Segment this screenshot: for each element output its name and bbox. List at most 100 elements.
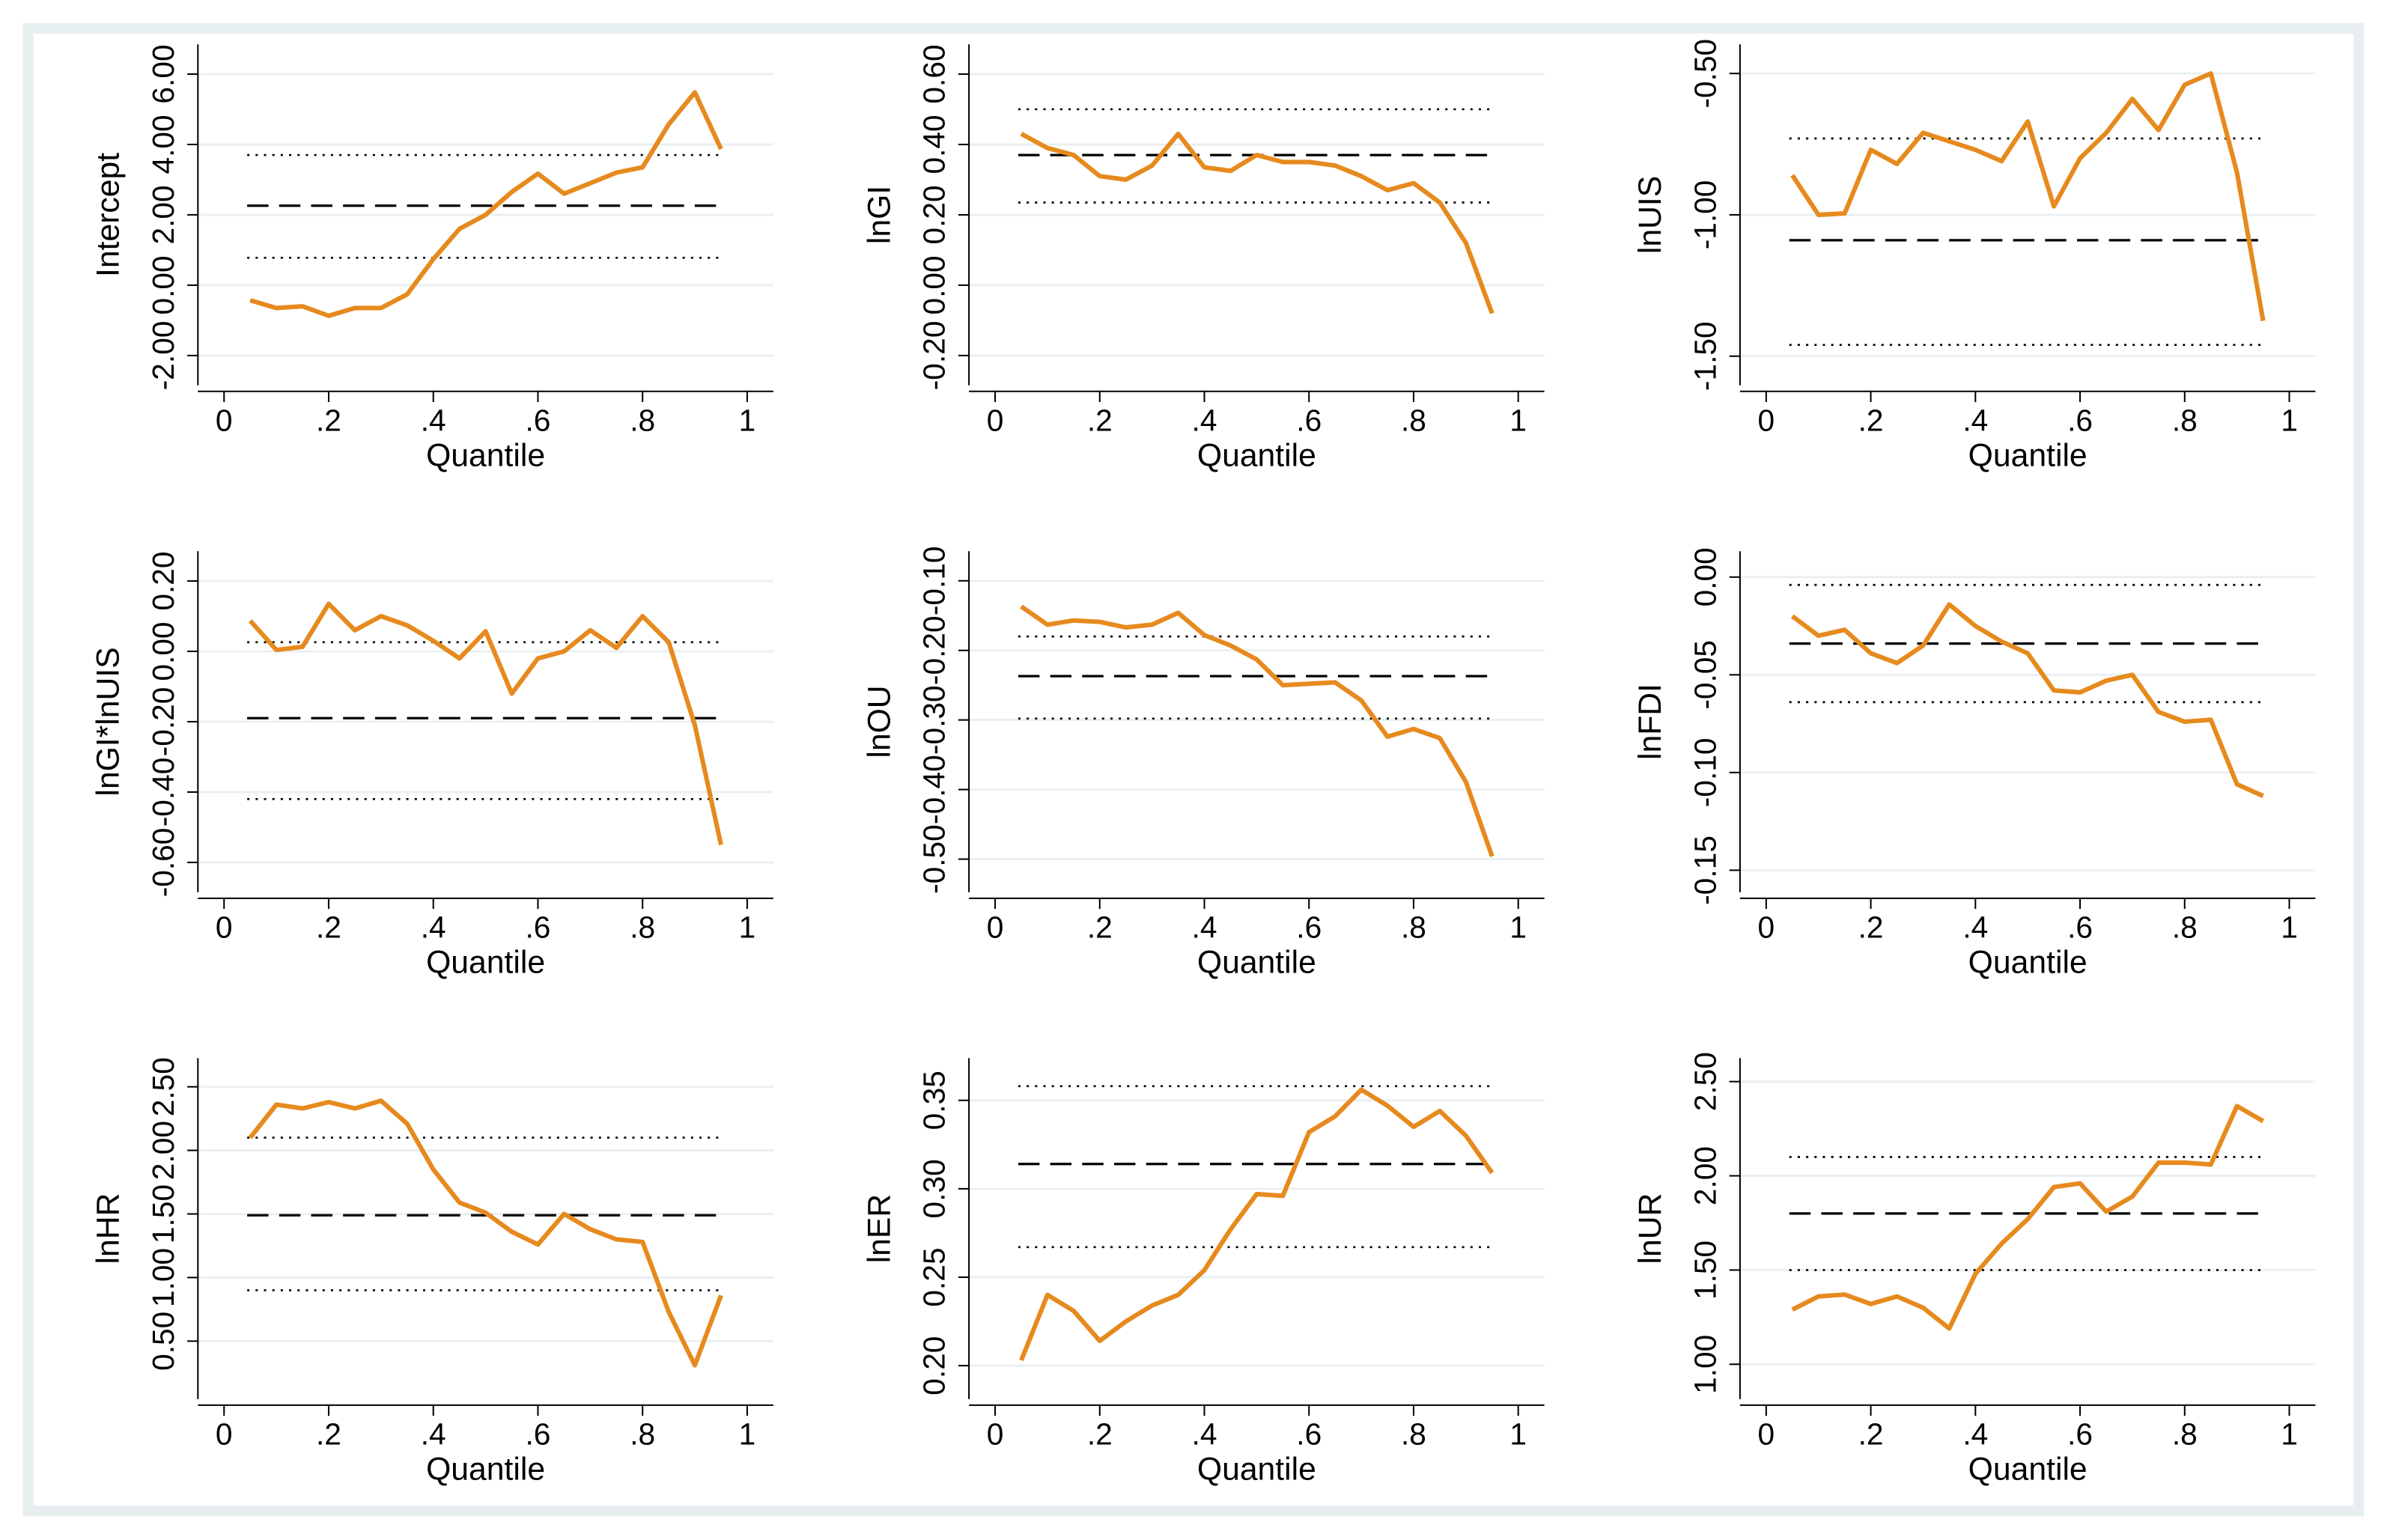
- x-tick-label: 0: [987, 1417, 1004, 1452]
- x-tick-label: .8: [630, 1417, 655, 1452]
- x-axis-title: Quantile: [426, 1452, 545, 1488]
- x-tick-label: .4: [1192, 404, 1217, 438]
- x-tick-label: 1: [739, 1417, 756, 1452]
- y-tick-label: 0.35: [917, 1071, 952, 1130]
- quantile-line: [248, 1098, 723, 1368]
- x-tick-label: .2: [1087, 1417, 1113, 1452]
- y-axis-title: lnGI: [861, 186, 897, 244]
- y-tick-label: -1.50: [1688, 321, 1722, 391]
- x-axis-title: Quantile: [1197, 437, 1316, 473]
- x-tick-label: .2: [316, 910, 341, 945]
- x-tick-label: .2: [1858, 1417, 1884, 1452]
- y-tick-label: 0.60: [917, 44, 952, 103]
- x-tick-label: 0: [1758, 1417, 1775, 1452]
- y-tick-label: -0.15: [1688, 836, 1722, 905]
- x-tick-label: .8: [630, 404, 655, 438]
- x-tick-label: .6: [2067, 910, 2093, 945]
- x-tick-label: .8: [1401, 910, 1426, 945]
- x-tick-label: .2: [1087, 404, 1113, 438]
- y-tick-label: -0.10: [917, 546, 952, 615]
- x-tick-label: .2: [1858, 404, 1884, 438]
- y-tick-label: 0.30: [917, 1159, 952, 1218]
- y-tick-label: -0.20: [917, 321, 952, 391]
- x-tick-label: .6: [525, 910, 550, 945]
- y-tick-label: 6.00: [146, 44, 180, 103]
- x-tick-label: .4: [1192, 910, 1217, 945]
- quantile-line: [1019, 1087, 1494, 1362]
- y-tick-label: 1.50: [1688, 1241, 1722, 1300]
- x-tick-label: 1: [1509, 404, 1527, 438]
- x-tick-label: .8: [1401, 1417, 1426, 1452]
- x-tick-label: .8: [2172, 1417, 2198, 1452]
- y-axis-title: lnER: [861, 1194, 897, 1264]
- y-tick-label: -0.50: [917, 824, 952, 894]
- x-tick-label: 1: [739, 404, 756, 438]
- x-axis-title: Quantile: [1197, 944, 1316, 980]
- x-tick-label: 0: [216, 910, 233, 945]
- y-tick-label: 0.00: [146, 621, 180, 681]
- quantile-line: [249, 90, 723, 318]
- y-tick-label: -0.40: [146, 758, 180, 827]
- y-tick-label: 2.00: [1688, 1146, 1722, 1205]
- y-tick-label: -0.20: [917, 615, 952, 685]
- x-tick-label: .4: [1192, 1417, 1217, 1452]
- y-tick-label: -0.05: [1688, 640, 1722, 710]
- x-tick-label: 0: [216, 1417, 233, 1452]
- quantile-line: [1790, 71, 2266, 322]
- y-tick-label: -0.40: [917, 755, 952, 824]
- y-tick-label: 1.00: [146, 1248, 180, 1307]
- y-tick-label: 2.50: [1688, 1052, 1722, 1111]
- quantile-line: [1790, 602, 2264, 798]
- y-tick-label: 0.40: [917, 115, 952, 174]
- x-tick-label: .4: [1962, 1417, 1988, 1452]
- x-tick-label: .6: [1296, 910, 1322, 945]
- x-tick-label: .6: [525, 1417, 550, 1452]
- x-tick-label: 1: [2281, 1417, 2298, 1452]
- y-tick-label: -0.10: [1688, 738, 1722, 808]
- quantile-line: [1020, 131, 1494, 314]
- x-tick-label: .4: [1962, 910, 1988, 945]
- x-tick-label: 1: [739, 910, 756, 945]
- x-tick-label: .4: [421, 1417, 446, 1452]
- y-axis-title: lnFDI: [1632, 684, 1668, 760]
- x-tick-label: .6: [2067, 1417, 2093, 1452]
- y-tick-label: -0.30: [917, 685, 952, 755]
- quantile-line: [1791, 1104, 2265, 1331]
- y-tick-label: 2.00: [146, 185, 180, 244]
- x-axis-title: Quantile: [426, 437, 545, 473]
- y-tick-label: 0.20: [917, 185, 952, 244]
- x-tick-label: .6: [2067, 404, 2093, 438]
- x-tick-label: 0: [1758, 404, 1775, 438]
- x-tick-label: 0: [1758, 910, 1775, 945]
- x-tick-label: .2: [1087, 910, 1113, 945]
- x-tick-label: .2: [1858, 910, 1884, 945]
- y-axis-title: lnUR: [1632, 1193, 1668, 1264]
- x-axis-title: Quantile: [1968, 437, 2088, 473]
- y-tick-label: 0.00: [917, 255, 952, 314]
- x-tick-label: .6: [1296, 1417, 1322, 1452]
- x-tick-label: 0: [987, 404, 1004, 438]
- x-axis-title: Quantile: [1968, 944, 2088, 980]
- x-tick-label: 0: [216, 404, 233, 438]
- x-axis-title: Quantile: [1968, 1452, 2088, 1488]
- quantile-line: [1020, 604, 1494, 857]
- y-axis-title: lnGI*lnUIS: [91, 647, 127, 796]
- quantile-line: [248, 601, 723, 846]
- y-tick-label: 0.00: [146, 255, 180, 314]
- y-tick-label: 1.50: [146, 1184, 180, 1244]
- x-tick-label: 0: [987, 910, 1004, 945]
- y-axis-title: Intercept: [91, 153, 127, 277]
- y-tick-label: 0.20: [917, 1336, 952, 1396]
- y-tick-label: -0.50: [1688, 39, 1722, 109]
- y-axis-title: lnOU: [861, 685, 897, 758]
- x-tick-label: 1: [1509, 1417, 1527, 1452]
- y-tick-label: -1.00: [1688, 180, 1722, 250]
- y-tick-label: 0.00: [1688, 547, 1722, 606]
- x-tick-label: .8: [1401, 404, 1426, 438]
- y-tick-label: -0.60: [146, 828, 180, 898]
- x-axis-title: Quantile: [426, 944, 545, 980]
- x-tick-label: .2: [316, 1417, 341, 1452]
- y-axis-title: lnHR: [91, 1193, 127, 1264]
